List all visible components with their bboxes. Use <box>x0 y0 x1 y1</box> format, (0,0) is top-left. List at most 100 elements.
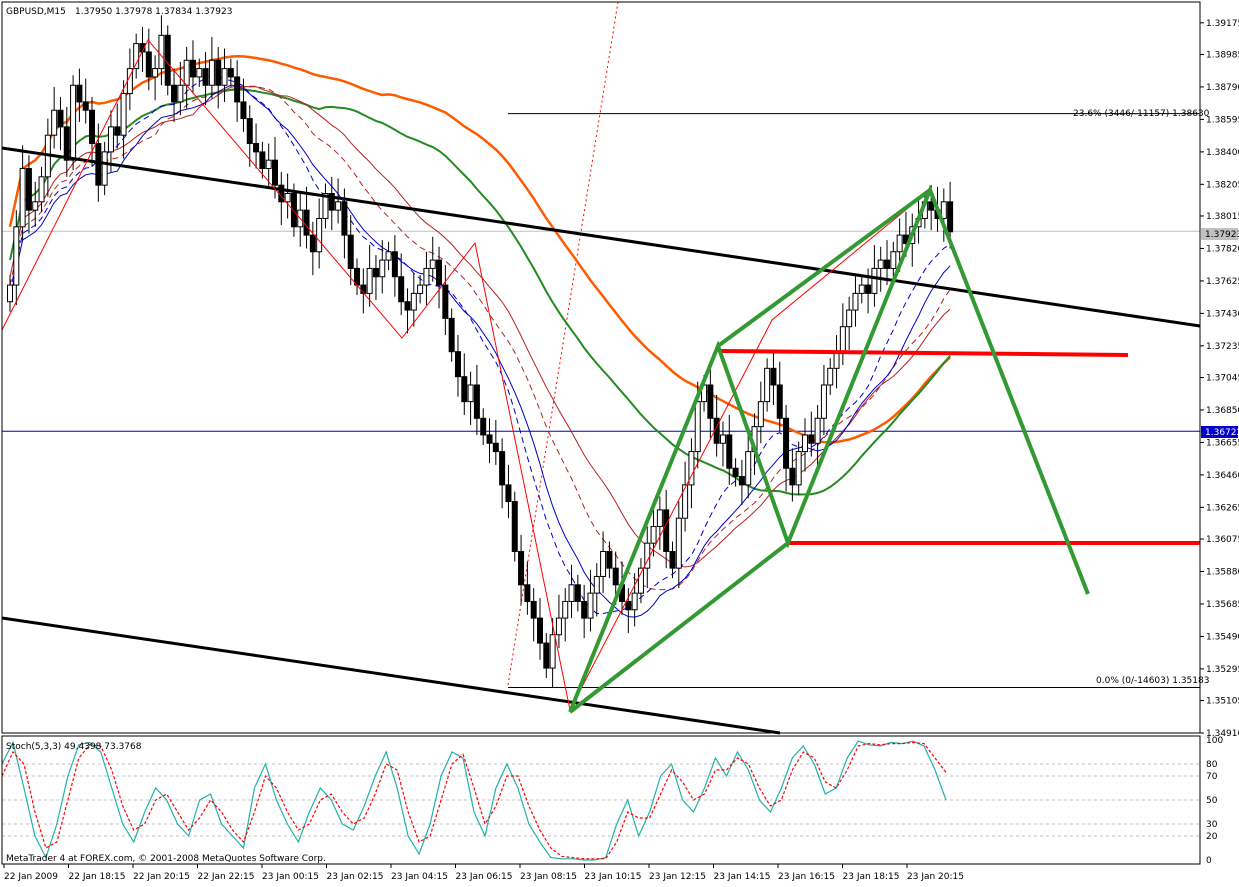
bear-candle <box>278 184 285 203</box>
bear-candle <box>89 109 96 145</box>
stoch-tick-label: 20 <box>1206 832 1218 842</box>
overlay-lines <box>2 1 1200 689</box>
symbol-title: GBPUSD,M15 <box>6 7 66 17</box>
time-tick-label: 23 Jan 06:15 <box>456 872 513 882</box>
bull-candle <box>265 159 272 170</box>
price-tick-label: 1.37235 <box>1206 342 1239 352</box>
bear-candle <box>290 192 297 228</box>
bull-candle <box>429 259 436 269</box>
bull-candle <box>694 401 701 453</box>
time-tick-label: 23 Jan 10:15 <box>585 872 642 882</box>
bull-candle <box>467 384 474 403</box>
bear-candle <box>341 201 348 236</box>
bear-candle <box>473 384 480 419</box>
price-tick-label: 1.37820 <box>1206 244 1239 254</box>
bear-candle <box>928 201 935 211</box>
bear-candle <box>259 151 266 170</box>
ohlc-readout: 1.37950 1.37978 1.37834 1.37923 <box>75 7 232 17</box>
bear-candle <box>783 417 790 469</box>
bull-candle <box>656 509 663 528</box>
bear-candle <box>57 109 64 128</box>
bull-candle <box>51 109 58 136</box>
time-axis: 22 Jan 2009 22 Jan 18:15 22 Jan 20:15 22 Ja… <box>3 864 964 882</box>
blue-level-label: 1.36722 <box>1205 428 1239 438</box>
time-tick-label: 23 Jan 08:15 <box>520 872 577 882</box>
bull-candle <box>896 234 903 253</box>
bear-candle <box>518 550 525 586</box>
bear-candle <box>398 276 405 303</box>
bull-candle <box>379 259 386 278</box>
blue-level-tag <box>1201 426 1238 438</box>
bull-candle <box>38 176 45 203</box>
price-tick-label: 1.37625 <box>1206 277 1239 287</box>
bear-candle <box>511 501 518 552</box>
price-tick-label: 1.38985 <box>1206 50 1239 60</box>
bear-candle <box>227 68 234 78</box>
bear-candle <box>865 284 872 294</box>
bull-candle <box>322 192 329 219</box>
bear-candle <box>454 351 461 378</box>
bear-candle <box>240 101 247 120</box>
time-tick-label: 23 Jan 12:15 <box>649 872 706 882</box>
bear-candle <box>436 259 443 286</box>
bull-candle <box>70 84 77 161</box>
bull-candle <box>196 68 203 78</box>
bull-candle <box>385 251 392 261</box>
time-tick-label: 22 Jan 20:15 <box>133 872 190 882</box>
time-tick-label: 23 Jan 00:15 <box>262 872 319 882</box>
bear-candle <box>808 434 815 444</box>
bull-candle <box>19 168 26 228</box>
price-tick-label: 1.38205 <box>1206 180 1239 190</box>
time-tick-label: 22 Jan 22:15 <box>198 872 255 882</box>
bull-candle <box>177 84 184 103</box>
bull-candle <box>764 367 771 403</box>
price-tick-label: 1.36850 <box>1206 406 1239 416</box>
blue-dashed-moving-average <box>9 75 951 614</box>
time-tick-label: 23 Jan 02:15 <box>327 872 384 882</box>
bull-candle <box>555 617 562 636</box>
bear-candle <box>442 284 449 319</box>
bull-candle <box>719 434 726 444</box>
price-tick-label: 1.39175 <box>1206 19 1239 29</box>
price-tick-label: 1.35105 <box>1206 697 1239 707</box>
upper-trendline <box>1 146 1201 328</box>
price-tick-label: 1.36075 <box>1206 535 1239 545</box>
bull-candle <box>120 93 127 136</box>
bear-candle <box>738 476 745 486</box>
bull-candle <box>814 417 821 444</box>
bull-candle <box>890 251 897 269</box>
lower-trendline <box>1 616 781 735</box>
bull-candle <box>13 226 20 286</box>
bull-candle <box>549 634 556 669</box>
bear-candle <box>76 84 83 103</box>
bear-candle <box>63 126 70 161</box>
time-tick-label: 22 Jan 2009 <box>4 872 58 882</box>
bull-candle <box>284 192 291 203</box>
bear-candle <box>663 509 670 552</box>
bear-candle <box>448 317 455 353</box>
bear-candle <box>25 168 32 211</box>
stoch-tick-label: 30 <box>1206 820 1218 830</box>
bear-candle <box>145 51 152 78</box>
bear-candle <box>499 451 506 486</box>
bull-candle <box>637 567 644 594</box>
bear-candle <box>372 267 379 278</box>
bull-candle <box>858 284 865 294</box>
price-tick-label: 1.35685 <box>1206 600 1239 610</box>
bear-candle <box>732 467 739 478</box>
stoch-panel-frame <box>1 735 1201 865</box>
bull-candle <box>688 451 695 486</box>
green-moving-average <box>9 88 951 496</box>
bear-candle <box>189 59 196 78</box>
bull-candle <box>801 434 808 453</box>
bull-candle <box>600 550 607 577</box>
bear-candle <box>202 68 209 86</box>
blue-moving-average <box>9 84 951 618</box>
bear-candle <box>606 550 613 569</box>
bull-candle <box>871 267 878 294</box>
bear-candle <box>234 76 241 103</box>
time-tick-label: 23 Jan 04:15 <box>391 872 448 882</box>
bear-candle <box>328 192 335 211</box>
